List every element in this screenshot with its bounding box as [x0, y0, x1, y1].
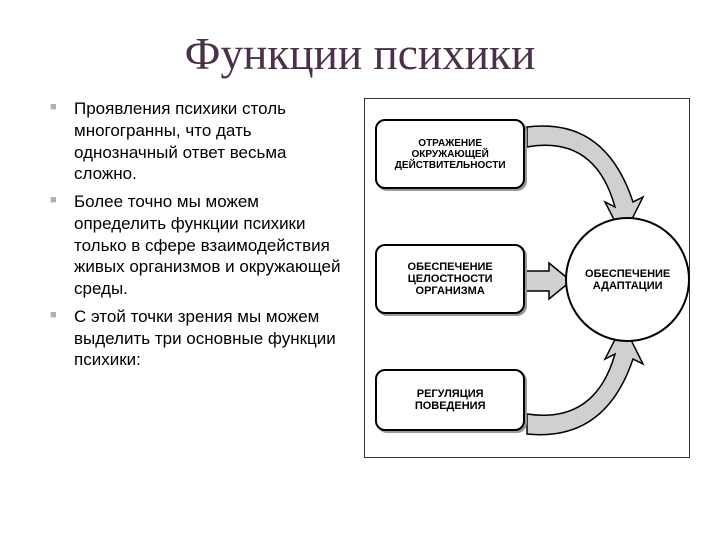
- node-regulation: РЕГУЛЯЦИЯПОВЕДЕНИЯ: [375, 369, 525, 431]
- content-row: Проявления психики столь многогранны, чт…: [0, 98, 720, 458]
- node-label: ОБЕСПЕЧЕНИЕЦЕЛОСТНОСТИОРГАНИЗМА: [408, 261, 493, 297]
- node-label: РЕГУЛЯЦИЯПОВЕДЕНИЯ: [415, 388, 486, 412]
- node-integrity: ОБЕСПЕЧЕНИЕЦЕЛОСТНОСТИОРГАНИЗМА: [375, 244, 525, 314]
- node-label: ОТРАЖЕНИЕОКРУЖАЮЩЕЙДЕЙСТВИТЕЛЬНОСТИ: [395, 138, 506, 171]
- arrow-bottom: [525, 324, 645, 444]
- node-adaptation: ОБЕСПЕЧЕНИЕАДАПТАЦИИ: [565, 217, 690, 342]
- bullet-item: Проявления психики столь многогранны, чт…: [50, 98, 350, 185]
- page-title: Функции психики: [0, 0, 720, 98]
- bullet-item: Более точно мы можем определить функции …: [50, 191, 350, 300]
- bullet-item: С этой точки зрения мы можем выделить тр…: [50, 306, 350, 371]
- bullet-list-container: Проявления психики столь многогранны, чт…: [50, 98, 356, 458]
- bullet-list: Проявления психики столь многогранны, чт…: [50, 98, 350, 371]
- diagram: ОТРАЖЕНИЕОКРУЖАЮЩЕЙДЕЙСТВИТЕЛЬНОСТИ ОБЕС…: [364, 98, 690, 458]
- node-reflection: ОТРАЖЕНИЕОКРУЖАЮЩЕЙДЕЙСТВИТЕЛЬНОСТИ: [375, 119, 525, 189]
- node-label: ОБЕСПЕЧЕНИЕАДАПТАЦИИ: [585, 268, 670, 292]
